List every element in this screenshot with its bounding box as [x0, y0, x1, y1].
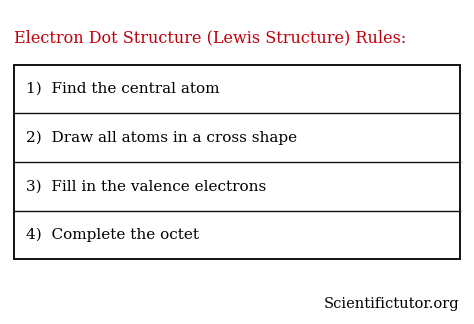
Text: 2)  Draw all atoms in a cross shape: 2) Draw all atoms in a cross shape: [26, 131, 297, 145]
Text: 3)  Fill in the valence electrons: 3) Fill in the valence electrons: [26, 179, 266, 193]
Text: Electron Dot Structure (Lewis Structure) Rules:: Electron Dot Structure (Lewis Structure)…: [14, 29, 407, 46]
Text: Scientifictutor.org: Scientifictutor.org: [324, 297, 460, 311]
Text: 4)  Complete the octet: 4) Complete the octet: [26, 228, 199, 242]
Bar: [14, 65, 460, 259]
Text: 1)  Find the central atom: 1) Find the central atom: [26, 82, 219, 96]
